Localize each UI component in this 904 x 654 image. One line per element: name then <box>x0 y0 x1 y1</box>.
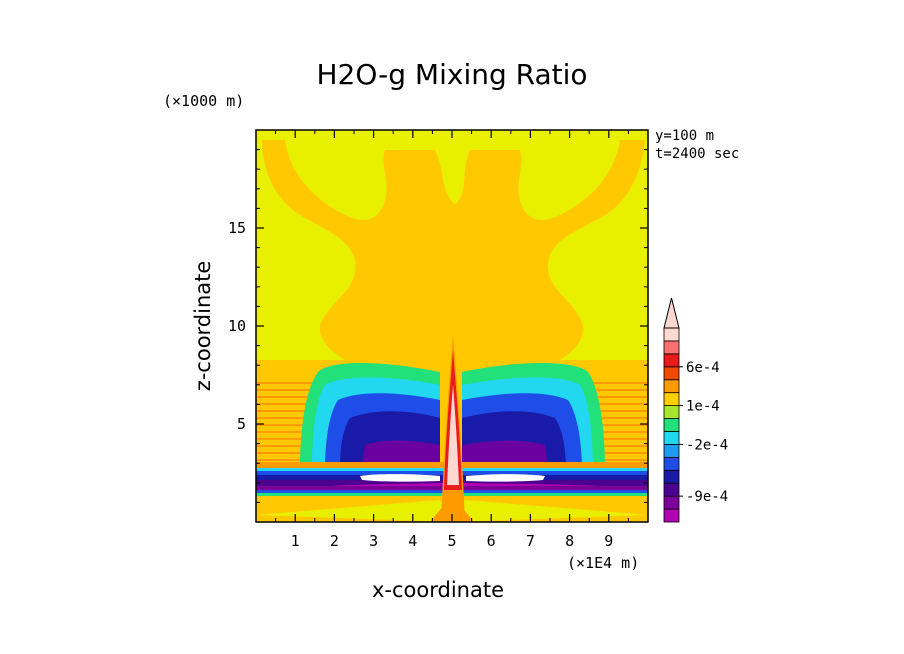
colorbar-swatch <box>663 495 680 510</box>
stripe-left <box>256 452 326 454</box>
chart-title: H2O-g Mixing Ratio <box>316 58 588 91</box>
y-tick-label: 5 <box>237 415 246 433</box>
colorbar-swatch <box>663 431 680 445</box>
stripe-left <box>256 389 326 391</box>
colorbar-label: -2e-4 <box>686 437 728 453</box>
colorbar-label: 6e-4 <box>686 360 720 376</box>
colorbar-swatch <box>663 353 680 368</box>
stripe-left <box>256 424 326 426</box>
boundary-stripes <box>256 382 648 461</box>
stripe-left <box>256 410 326 412</box>
colorbar-swatch <box>663 340 680 355</box>
stripe-left <box>256 445 326 447</box>
x-tick-label: 6 <box>487 532 496 550</box>
stripe-right <box>578 396 648 398</box>
colorbar-swatch <box>663 418 680 432</box>
stripe-right <box>578 438 648 440</box>
colorbar-swatch <box>663 392 680 406</box>
colorbar-swatch <box>663 405 680 419</box>
annotation-time: t=2400 sec <box>655 146 740 162</box>
colorbar-swatch <box>663 443 680 458</box>
stripe-right <box>578 417 648 419</box>
colorbar-swatch <box>663 366 680 381</box>
annotation-y: y=100 m <box>655 128 715 144</box>
x-tick-label: 8 <box>565 532 574 550</box>
stripe-right <box>578 424 648 426</box>
y-tick-label: 15 <box>228 219 246 237</box>
x-axis-label: x-coordinate <box>372 578 505 602</box>
stripe-right <box>578 431 648 433</box>
surface-fan <box>256 500 648 522</box>
y-ticks: 5 10 15 <box>228 149 648 503</box>
upper-plume <box>262 140 645 360</box>
stripe-left <box>256 382 326 384</box>
x-ticks: 1 2 3 4 5 6 7 8 9 <box>275 130 629 550</box>
x-tick-label: 3 <box>369 532 378 550</box>
x-tick-label: 9 <box>604 532 613 550</box>
white-min-left <box>360 474 440 482</box>
stripe-right <box>578 459 648 461</box>
colorbar-label: 1e-4 <box>686 399 720 415</box>
colorbar: 6e-4 1e-4 -2e-4 -9e-4 <box>663 297 728 523</box>
stripe-left <box>256 403 326 405</box>
stripe-right <box>578 445 648 447</box>
colorbar-swatch <box>663 482 680 497</box>
stripe-right <box>578 389 648 391</box>
colorbar-swatch <box>663 508 680 523</box>
stripe-right <box>578 382 648 384</box>
white-min-right <box>466 474 545 482</box>
upper-wisps <box>405 150 501 215</box>
x-tick-label: 4 <box>408 532 417 550</box>
x-tick-label: 1 <box>291 532 300 550</box>
colorbar-swatch <box>663 469 680 484</box>
contour-field <box>256 130 648 522</box>
stripe-left <box>256 396 326 398</box>
colorbar-swatch <box>663 327 680 342</box>
stripe-left <box>256 417 326 419</box>
colorbar-swatch <box>663 456 680 471</box>
stripe-right <box>578 403 648 405</box>
colorbar-label: -9e-4 <box>686 489 728 505</box>
colorbar-swatch <box>663 379 680 394</box>
x-axis-unit: (×1E4 m) <box>567 554 640 572</box>
colorbar-extend-arrow <box>663 297 680 329</box>
y-tick-label: 10 <box>228 317 246 335</box>
x-tick-label: 2 <box>330 532 339 550</box>
x-tick-label: 5 <box>447 532 456 550</box>
y-axis-unit: (×1000 m) <box>163 92 245 110</box>
stripe-left <box>256 431 326 433</box>
central-column-core <box>447 385 459 485</box>
x-tick-label: 7 <box>526 532 535 550</box>
stripe-right <box>578 410 648 412</box>
stripe-left <box>256 459 326 461</box>
stripe-left <box>256 438 326 440</box>
stripe-right <box>578 452 648 454</box>
